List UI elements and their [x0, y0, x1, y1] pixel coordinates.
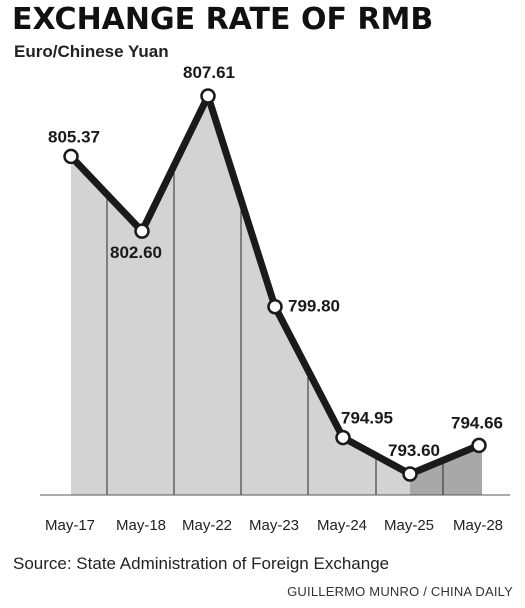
- data-label: 794.95: [341, 409, 393, 428]
- data-point: [134, 223, 150, 239]
- x-tick-label: May-28: [453, 517, 503, 534]
- data-label: 807.61: [183, 63, 235, 82]
- data-label: 794.66: [451, 413, 503, 432]
- chart-subtitle: Euro/Chinese Yuan: [14, 42, 169, 61]
- x-tick-label: May-24: [317, 517, 367, 534]
- data-label: 805.37: [48, 127, 100, 146]
- x-tick-label: May-25: [384, 517, 434, 534]
- x-tick-label: May-23: [249, 517, 299, 534]
- data-label: 793.60: [388, 441, 440, 460]
- chart-title: EXCHANGE RATE OF RMB: [12, 2, 434, 37]
- data-label: 802.60: [110, 243, 162, 262]
- x-tick-label: May-22: [182, 517, 232, 534]
- source-note: Source: State Administration of Foreign …: [13, 554, 390, 573]
- credit-line: GUILLERMO MUNRO / CHINA DAILY: [287, 584, 513, 599]
- data-point: [402, 466, 418, 482]
- area-fill-latest: [410, 445, 482, 495]
- data-point: [63, 148, 79, 165]
- data-point: [200, 88, 216, 104]
- data-label: 799.80: [288, 297, 340, 316]
- data-point: [267, 298, 283, 315]
- data-point: [335, 429, 351, 446]
- data-point: [471, 437, 487, 454]
- x-tick-label: May-18: [116, 517, 166, 534]
- x-tick-label: May-17: [45, 517, 95, 534]
